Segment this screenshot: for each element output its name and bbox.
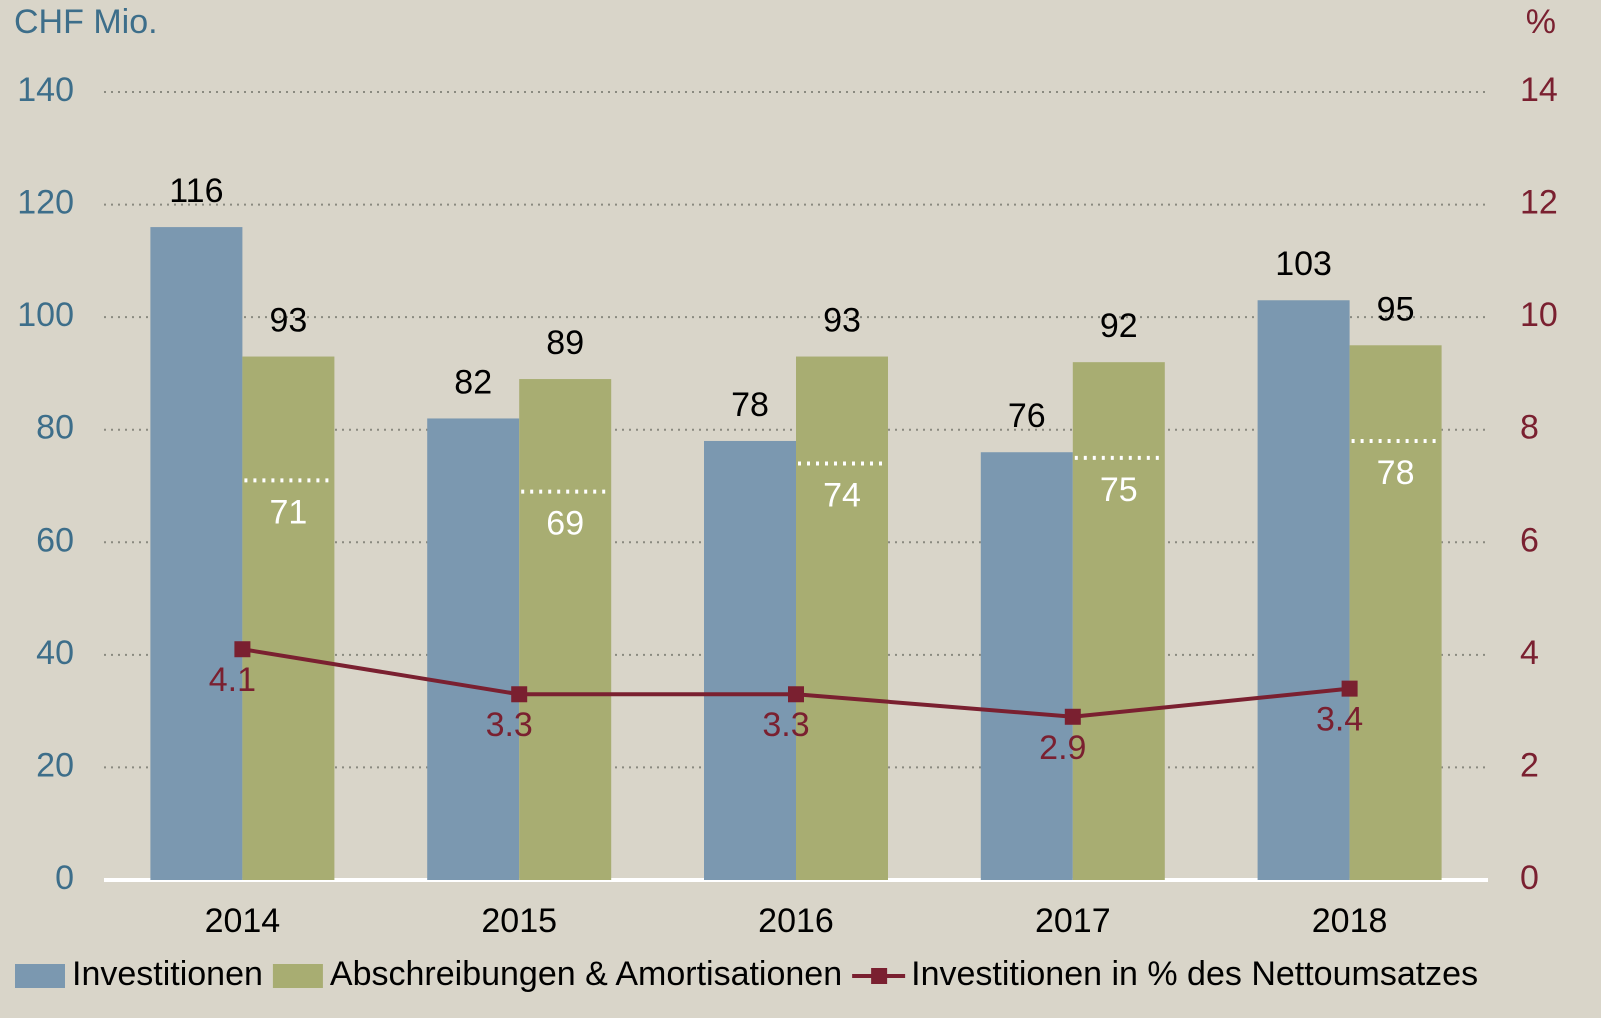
bar xyxy=(427,418,520,880)
y-tick-label: 100 xyxy=(17,296,74,334)
y-tick-label: 120 xyxy=(17,184,74,222)
x-tick-label: 2015 xyxy=(481,902,557,940)
bar xyxy=(796,356,888,880)
marker-value-label: 71 xyxy=(269,493,307,531)
bar-value-label: 76 xyxy=(1008,397,1046,435)
line-value-label: 4.1 xyxy=(209,661,256,699)
y2-tick-label: 4 xyxy=(1520,634,1539,672)
x-tick-label: 2018 xyxy=(1312,902,1388,940)
marker-value-label: 74 xyxy=(823,476,861,514)
marker-value-label: 75 xyxy=(1100,471,1138,509)
bar xyxy=(150,227,243,881)
y2-tick-label: 10 xyxy=(1520,296,1558,334)
y-tick-label: 0 xyxy=(55,859,74,897)
bar xyxy=(242,356,335,880)
bar xyxy=(519,379,612,880)
bar xyxy=(980,452,1073,880)
legend-label: Investitionen xyxy=(72,955,263,993)
bar-value-label: 95 xyxy=(1377,290,1415,328)
legend-label: Abschreibungen & Amortisationen xyxy=(330,955,842,993)
line-value-label: 3.3 xyxy=(486,706,533,744)
y2-axis-label: % xyxy=(1526,3,1556,41)
y2-tick-label: 12 xyxy=(1520,184,1558,222)
line-marker xyxy=(234,641,251,658)
bar xyxy=(704,440,796,880)
bar-value-label: 92 xyxy=(1100,307,1138,345)
legend-swatch xyxy=(15,964,65,988)
x-tick-label: 2016 xyxy=(758,902,834,940)
x-tick-label: 2014 xyxy=(205,902,281,940)
line-marker xyxy=(1341,680,1358,697)
line-value-label: 3.4 xyxy=(1316,701,1363,739)
bar-value-label: 89 xyxy=(546,324,584,362)
bar-value-label: 103 xyxy=(1275,245,1332,283)
line-marker xyxy=(788,686,804,703)
legend-marker xyxy=(871,968,888,984)
y2-tick-label: 2 xyxy=(1520,746,1539,784)
bar xyxy=(1072,362,1165,881)
y-tick-label: 40 xyxy=(36,634,74,672)
legend-swatch xyxy=(272,964,323,988)
bar-value-label: 93 xyxy=(823,302,861,340)
line-value-label: 3.3 xyxy=(762,706,809,744)
bar-value-label: 78 xyxy=(731,386,769,424)
y-tick-label: 140 xyxy=(17,71,74,109)
marker-value-label: 69 xyxy=(546,505,584,543)
y-tick-label: 60 xyxy=(36,521,74,559)
line-marker xyxy=(1064,708,1081,725)
y2-tick-label: 0 xyxy=(1520,859,1539,897)
line-marker xyxy=(511,686,528,703)
y-axis-label: CHF Mio. xyxy=(14,3,158,41)
y2-tick-label: 14 xyxy=(1520,71,1558,109)
marker-value-label: 78 xyxy=(1377,454,1415,492)
y2-tick-label: 6 xyxy=(1520,521,1539,559)
legend-label: Investitionen in % des Nettoumsatzes xyxy=(911,955,1478,993)
bar-value-label: 93 xyxy=(269,302,307,340)
x-tick-label: 2017 xyxy=(1035,902,1111,940)
bar xyxy=(1257,300,1350,880)
y-tick-label: 80 xyxy=(36,409,74,447)
line-value-label: 2.9 xyxy=(1039,729,1086,767)
bar-value-label: 116 xyxy=(169,172,223,210)
bar-value-label: 82 xyxy=(454,363,492,401)
bar xyxy=(1349,345,1442,880)
y-tick-label: 20 xyxy=(36,746,74,784)
y2-tick-label: 8 xyxy=(1520,409,1539,447)
